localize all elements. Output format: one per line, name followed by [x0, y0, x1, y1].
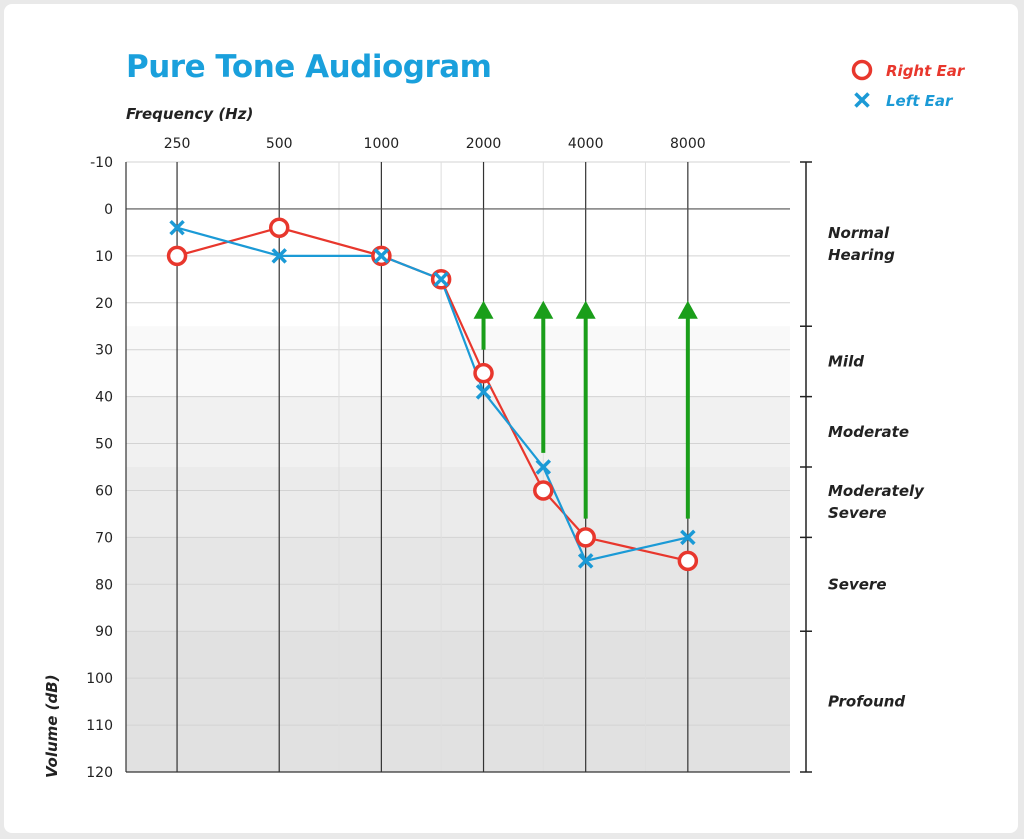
band-fill-5 — [126, 631, 790, 772]
right-ear-marker — [473, 362, 494, 384]
left-ear-marker-stroke — [433, 271, 449, 288]
severity-label: Moderate — [828, 423, 909, 441]
legend-label: Right Ear — [886, 62, 966, 80]
series-layer — [166, 217, 699, 572]
left-ear-marker — [577, 553, 594, 569]
y-tick-label: 100 — [86, 671, 113, 687]
left-ear-marker-stroke — [535, 459, 552, 475]
severity-label: Severe — [828, 575, 887, 593]
y-tick-label: 70 — [95, 530, 113, 546]
band-fill-3 — [126, 467, 790, 538]
severity-label: Hearing — [828, 246, 895, 264]
severity-label: Moderately — [828, 482, 925, 500]
left-ear-marker-stroke — [680, 529, 696, 546]
x-tick-label: 2000 — [466, 136, 502, 152]
band-fill-0 — [126, 162, 790, 327]
severity-scale: Normal Hearing Mild Moderate Moderately Sever… — [800, 161, 925, 773]
right-ear-marker — [575, 527, 596, 548]
x-axis-title: Frequency (Hz) — [126, 105, 253, 123]
y-axis-title: Volume (dB) — [43, 674, 61, 778]
y-tick-label: 30 — [95, 343, 113, 359]
arrows-layer — [473, 300, 698, 519]
x-tick-labels: 250 500 1000 2000 4000 8000 — [164, 136, 706, 152]
band-fill-2 — [126, 396, 790, 467]
y-tick-label: 50 — [95, 437, 113, 453]
left-ear-marker — [433, 271, 449, 288]
left-ear-marker — [271, 248, 287, 264]
improvement-arrow — [677, 300, 698, 519]
grid — [125, 161, 790, 773]
y-tick-label: 20 — [95, 296, 113, 312]
severity-label: Profound — [828, 693, 905, 711]
left-ear-marker-stroke — [271, 248, 287, 264]
right-ear-marker — [166, 245, 188, 267]
right-ear-line — [176, 226, 689, 562]
left-ear-marker — [535, 459, 552, 475]
y-tick-label: 10 — [95, 249, 113, 265]
left-ear-marker-stroke — [577, 553, 594, 569]
y-tick-label: 80 — [95, 577, 113, 593]
band-fill-1 — [126, 326, 790, 397]
right-ear-marker — [533, 480, 554, 501]
y-tick-label: 0 — [104, 202, 113, 218]
x-tick-label: 500 — [266, 136, 293, 152]
x-tick-label: 4000 — [568, 136, 604, 152]
arrow-head — [533, 300, 554, 319]
arrow-head — [473, 300, 494, 319]
y-tick-label: 120 — [86, 765, 113, 781]
severity-label: Mild — [828, 352, 864, 370]
x-tick-label: 1000 — [364, 136, 400, 152]
severity-label: Severe — [828, 504, 887, 522]
arrow-head — [575, 300, 596, 319]
legend-label: Left Ear — [886, 92, 954, 110]
left-ear-line — [176, 226, 689, 563]
improvement-arrow — [533, 300, 554, 453]
left-ear-marker — [373, 248, 390, 264]
severity-label: Normal — [828, 224, 890, 242]
legend: Right Ear Left Ear — [851, 59, 966, 110]
left-ear-marker — [475, 384, 492, 400]
left-ear-marker-stroke — [373, 248, 390, 264]
improvement-arrow — [473, 300, 494, 350]
left-ear-marker — [169, 219, 185, 236]
y-tick-label: 90 — [95, 624, 113, 640]
left-ear-marker — [854, 92, 870, 108]
severity-bands — [126, 162, 790, 772]
y-tick-label: 110 — [86, 718, 113, 734]
x-tick-label: 250 — [164, 136, 191, 152]
arrow-head — [677, 300, 698, 319]
y-tick-labels: -10 0 10 20 30 40 50 60 70 80 90 100 110 120 — [86, 155, 113, 781]
y-tick-label: 40 — [95, 390, 113, 406]
y-tick-label: 60 — [95, 483, 113, 499]
left-ear-marker-stroke — [169, 219, 185, 236]
y-tick-label: -10 — [90, 155, 113, 171]
right-ear-marker — [851, 59, 873, 81]
improvement-arrow — [575, 300, 596, 519]
right-ear-marker — [677, 550, 699, 572]
chart-title: Pure Tone Audiogram — [126, 49, 491, 85]
left-ear-marker — [680, 529, 696, 546]
left-ear-marker-stroke — [854, 92, 870, 108]
left-ear-marker-stroke — [475, 384, 492, 400]
right-ear-marker — [268, 217, 290, 238]
x-tick-label: 8000 — [670, 136, 706, 152]
